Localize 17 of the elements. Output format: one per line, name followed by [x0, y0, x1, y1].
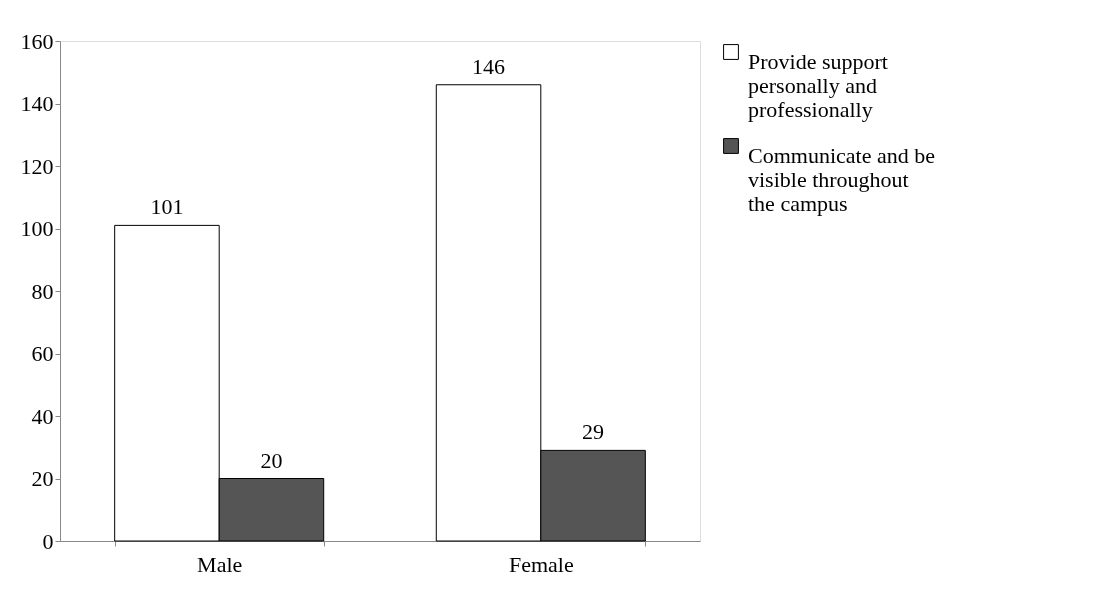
y-tick-label: 80 — [31, 278, 54, 304]
y-tick-label: 40 — [31, 403, 54, 429]
y-tick-label: 100 — [20, 216, 54, 241]
x-tick-label: Female — [508, 551, 574, 577]
legend-label: Communicate and be visible throughout the campus — [748, 143, 935, 216]
y-tick-label: 0 — [42, 528, 54, 554]
y-tick-label: 20 — [31, 466, 54, 491]
data-label: 101 — [150, 194, 184, 220]
y-tick-label: 160 — [20, 28, 54, 54]
data-label: 146 — [472, 53, 506, 79]
y-tick-label: 120 — [20, 153, 54, 179]
data-label: 29 — [582, 419, 605, 445]
y-tick-label: 60 — [31, 341, 54, 366]
x-tick-label: Male — [197, 551, 243, 577]
legend-label: Provide support personally and professionally — [748, 49, 888, 122]
y-tick-label: 140 — [20, 91, 54, 116]
data-label: 20 — [260, 447, 283, 473]
